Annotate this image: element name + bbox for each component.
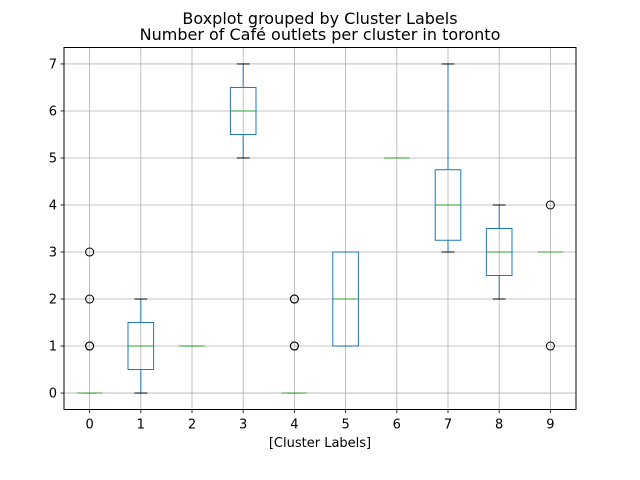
outlier-point [545,341,555,351]
y-tick-label: 0 [49,387,57,402]
x-tick-label: 6 [393,418,401,433]
x-tick-label: 4 [290,418,298,433]
x-axis-label: [Cluster Labels] [269,436,371,451]
box-group-4 [281,294,308,394]
x-tick-label: 8 [495,418,503,433]
chart-title: Number of Café outlets per cluster in to… [140,25,501,44]
y-tick-label: 2 [49,293,57,308]
tick-layer: 0 1 2 3 4 5 6 7 0 1 2 3 4 5 6 7 8 9 [49,57,555,432]
y-tick-label: 6 [49,104,57,119]
box-group-9 [537,200,564,351]
x-tick-label: 5 [341,418,349,433]
chart-suptitle: Boxplot grouped by Cluster Labels [182,9,457,28]
outlier-point [289,341,299,351]
y-tick-label: 5 [49,151,57,166]
y-tick-label: 4 [49,198,57,213]
box-group-5 [332,251,359,347]
plot-frame [63,47,577,410]
outlier-point [289,294,299,304]
x-tick-label: 0 [85,418,93,433]
y-tick-label: 3 [49,246,57,261]
box-group-7 [434,63,462,253]
x-tick-label: 3 [239,418,247,433]
box-layer [76,63,564,394]
box-group-3 [229,63,257,159]
x-tick-label: 9 [546,418,554,433]
outlier-point [545,200,555,210]
outlier-point [85,294,95,304]
outlier-point [85,247,95,257]
box-group-8 [485,204,513,300]
box-group-1 [127,298,155,394]
x-tick-label: 7 [444,418,452,433]
outlier-point [85,341,95,351]
y-tick-label: 1 [49,340,57,355]
x-tick-label: 1 [137,418,145,433]
y-tick-label: 7 [49,57,57,72]
box-group-0 [76,247,103,394]
x-tick-label: 2 [188,418,196,433]
